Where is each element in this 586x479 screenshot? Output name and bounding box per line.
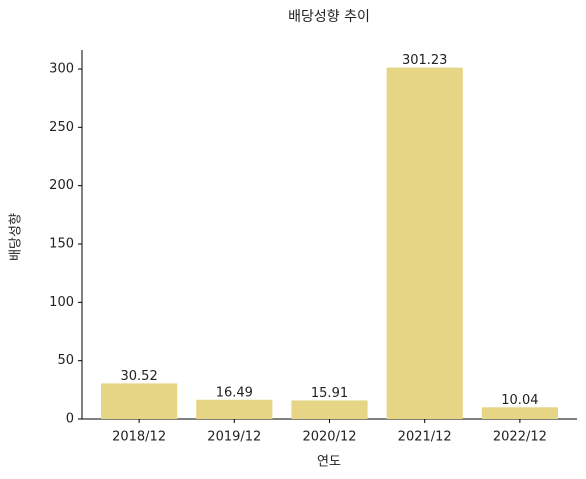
y-tick-label: 300: [49, 62, 74, 77]
bar: [481, 407, 558, 419]
value-label: 16.49: [216, 385, 253, 400]
x-tick-label: 2020/12: [302, 430, 356, 445]
chart-title: 배당성향 추이: [288, 9, 370, 25]
y-tick-label: 0: [66, 412, 74, 427]
y-tick-label: 100: [49, 295, 74, 310]
value-label: 30.52: [121, 369, 158, 384]
y-tick-label: 50: [57, 353, 74, 368]
bar: [386, 67, 463, 419]
x-axis-label: 연도: [317, 455, 341, 470]
bar: [291, 400, 368, 419]
y-tick-label: 150: [49, 237, 74, 252]
y-tick-label: 200: [49, 178, 74, 193]
x-tick-label: 2019/12: [207, 430, 261, 445]
value-label: 10.04: [501, 393, 538, 408]
x-tick-label: 2022/12: [493, 430, 547, 445]
y-tick-label: 250: [49, 120, 74, 135]
y-axis-label: 배당성향: [9, 213, 24, 261]
bar: [196, 399, 273, 419]
x-tick-label: 2018/12: [112, 430, 166, 445]
value-label: 15.91: [311, 386, 348, 401]
bar: [101, 383, 178, 419]
x-tick-label: 2021/12: [398, 430, 452, 445]
value-label: 301.23: [402, 53, 448, 68]
